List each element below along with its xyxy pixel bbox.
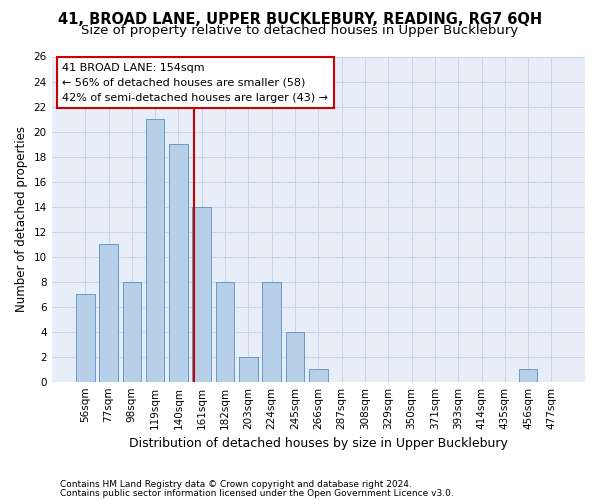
Text: Size of property relative to detached houses in Upper Bucklebury: Size of property relative to detached ho… [82,24,518,37]
Bar [286,332,304,382]
Bar [262,282,281,382]
Bar [169,144,188,382]
Bar [309,369,328,382]
Bar [239,356,258,382]
Text: 41, BROAD LANE, UPPER BUCKLEBURY, READING, RG7 6QH: 41, BROAD LANE, UPPER BUCKLEBURY, READIN… [58,12,542,28]
Text: Contains HM Land Registry data © Crown copyright and database right 2024.: Contains HM Land Registry data © Crown c… [60,480,412,489]
Text: Contains public sector information licensed under the Open Government Licence v3: Contains public sector information licen… [60,488,454,498]
Text: 41 BROAD LANE: 154sqm
← 56% of detached houses are smaller (58)
42% of semi-deta: 41 BROAD LANE: 154sqm ← 56% of detached … [62,63,328,102]
Bar [193,206,211,382]
Bar [519,369,538,382]
Bar [76,294,95,382]
Bar [146,119,164,382]
Bar [99,244,118,382]
Y-axis label: Number of detached properties: Number of detached properties [15,126,28,312]
X-axis label: Distribution of detached houses by size in Upper Bucklebury: Distribution of detached houses by size … [129,437,508,450]
Bar [216,282,235,382]
Bar [122,282,141,382]
